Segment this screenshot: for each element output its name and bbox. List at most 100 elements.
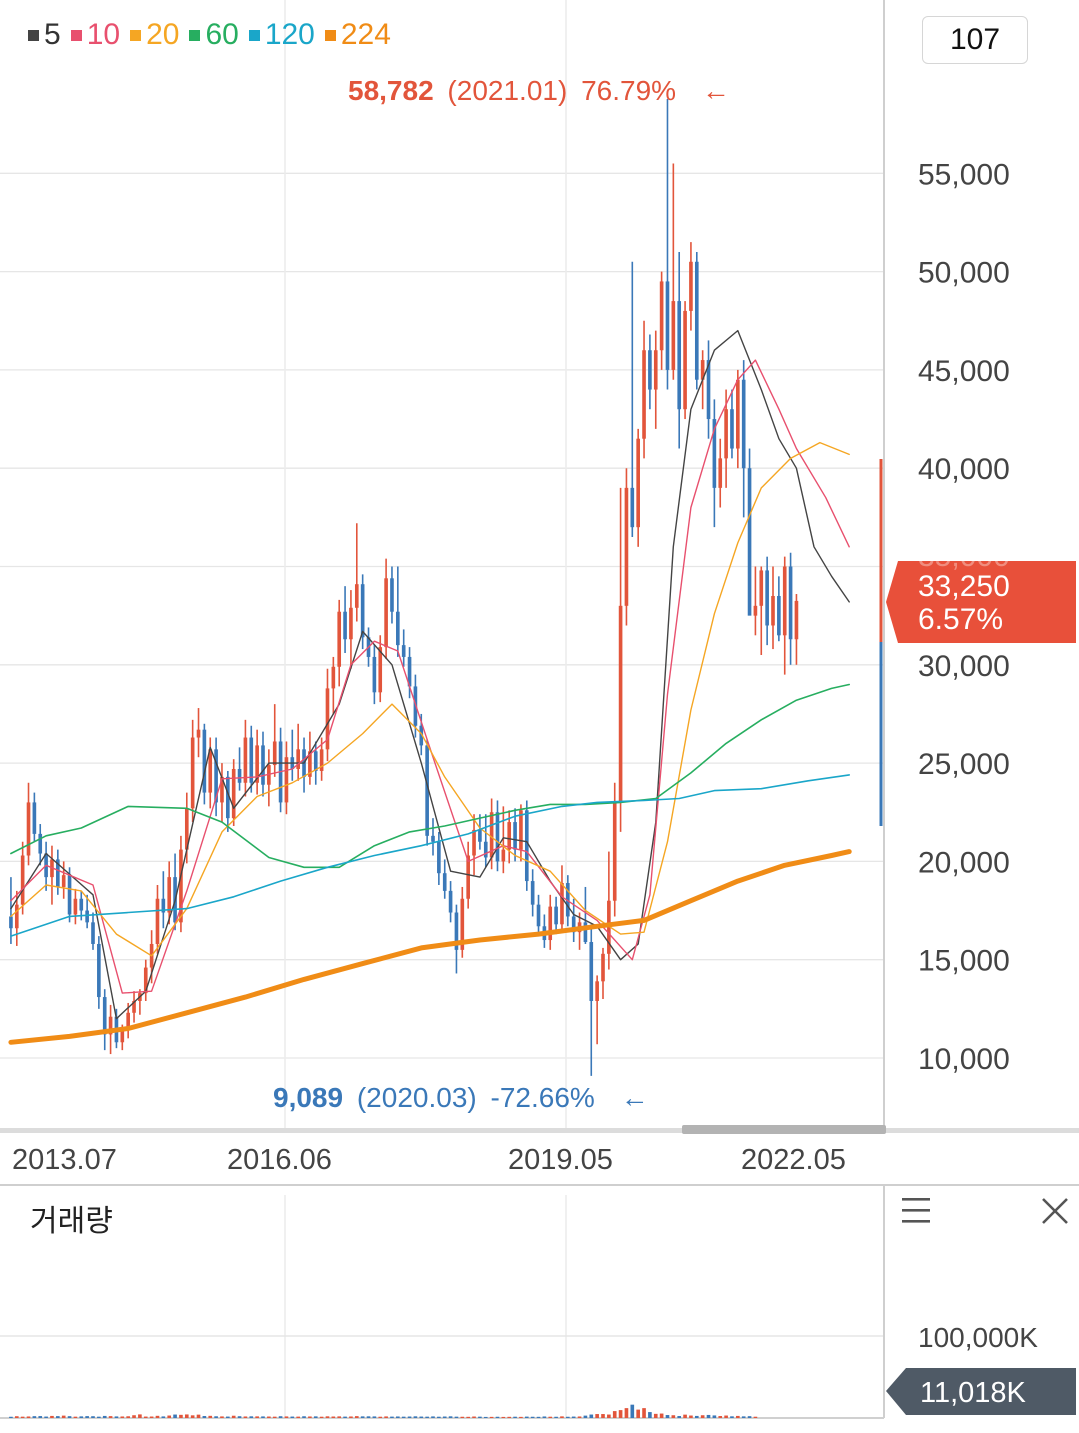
legend-swatch: [70, 29, 82, 41]
candle-body: [636, 438, 640, 528]
candle-body: [249, 737, 254, 783]
legend-item-ma5[interactable]: 5: [28, 18, 61, 52]
y-tick-label: 55,000: [918, 158, 1010, 191]
candle: [26, 782, 31, 866]
candle: [753, 566, 758, 636]
candle: [91, 912, 95, 950]
candle-body: [706, 360, 711, 420]
time-scrollbar-thumb[interactable]: [682, 1125, 886, 1134]
candle: [272, 704, 277, 777]
candle: [495, 800, 500, 872]
volume-bar: [56, 1416, 60, 1418]
legend-label: 224: [340, 18, 391, 51]
candle: [308, 731, 312, 785]
y-tick-label: 30,000: [918, 650, 1010, 683]
volume-bar: [718, 1416, 723, 1418]
candle-body: [765, 570, 769, 626]
candle: [706, 340, 711, 439]
volume-bar: [442, 1416, 447, 1418]
volume-bar: [319, 1416, 324, 1418]
candle: [548, 894, 553, 950]
volume-bar: [489, 1416, 494, 1418]
candle-body: [91, 922, 95, 944]
volume-bar: [313, 1416, 318, 1418]
candle-body: [73, 898, 78, 915]
candle: [231, 759, 236, 827]
candle-body: [237, 768, 242, 783]
candle: [97, 936, 101, 1009]
volume-bar: [671, 1415, 676, 1418]
candle-body: [454, 912, 459, 950]
volume-bar: [706, 1414, 711, 1418]
volume-bar: [26, 1416, 31, 1418]
volume-bar: [231, 1415, 236, 1418]
legend-item-ma20[interactable]: 20: [130, 18, 179, 52]
candle-body: [419, 725, 424, 746]
volume-bar: [501, 1416, 506, 1418]
candle: [653, 330, 658, 429]
volume-bar: [700, 1415, 705, 1418]
candle-body: [220, 776, 224, 803]
candle-body: [296, 749, 300, 769]
candle: [401, 629, 406, 667]
volume-bar: [243, 1416, 248, 1418]
candle-body: [571, 916, 576, 933]
candle-body: [513, 822, 517, 850]
current-volume-badge: [886, 1368, 1076, 1415]
current-price-badge: [886, 561, 1076, 643]
volume-bar: [548, 1416, 553, 1418]
candle-body: [442, 873, 447, 891]
volume-bar: [261, 1416, 265, 1418]
legend-item-ma224[interactable]: 224: [324, 18, 391, 52]
volume-bar: [472, 1416, 476, 1418]
legend-item-ma120[interactable]: 120: [248, 18, 315, 52]
candle: [777, 576, 781, 642]
close-icon[interactable]: [1036, 1192, 1074, 1230]
menu-icon[interactable]: [896, 1193, 936, 1229]
candle-body: [425, 745, 429, 836]
candle-body: [38, 833, 43, 854]
candle-body: [167, 877, 172, 913]
candle-body: [143, 967, 148, 994]
candle-body: [554, 906, 558, 925]
volume-bar: [607, 1414, 611, 1418]
candle: [530, 869, 535, 917]
candle: [677, 251, 682, 449]
candle: [630, 261, 635, 538]
candle-body: [396, 611, 400, 646]
volume-bar: [425, 1416, 429, 1418]
candle-body: [155, 898, 160, 944]
volume-bar: [612, 1411, 617, 1418]
volume-bar: [653, 1413, 658, 1418]
legend-item-ma10[interactable]: 10: [70, 18, 120, 52]
candle-body: [372, 656, 377, 693]
candle-body: [671, 301, 676, 370]
candle-body: [108, 1016, 113, 1035]
volume-bar: [149, 1416, 154, 1418]
volume-bar: [648, 1412, 652, 1418]
volume-bar: [507, 1416, 512, 1418]
candle-body: [741, 379, 746, 469]
volume-bar: [325, 1416, 330, 1418]
volume-bar: [220, 1416, 224, 1418]
y-tick-label: 40,000: [918, 453, 1010, 486]
candle-body: [507, 822, 512, 850]
candle: [349, 590, 353, 669]
candle: [612, 782, 617, 917]
volume-bar: [173, 1414, 177, 1418]
high-annotation: 58,782 (2021.01) 76.79% ←: [348, 75, 730, 106]
candle-body: [747, 468, 752, 616]
volume-bar: [683, 1414, 687, 1418]
candle: [143, 959, 148, 1001]
volume-bar: [483, 1416, 488, 1418]
legend-item-ma60[interactable]: 60: [189, 18, 239, 52]
candle-body: [390, 578, 394, 612]
volume-bar: [571, 1416, 576, 1418]
candle: [736, 369, 740, 469]
candle-body: [349, 607, 353, 640]
volume-bar: [618, 1410, 623, 1418]
candle: [478, 814, 482, 850]
candle-body: [566, 883, 570, 917]
period-count-box[interactable]: 107: [922, 16, 1028, 64]
